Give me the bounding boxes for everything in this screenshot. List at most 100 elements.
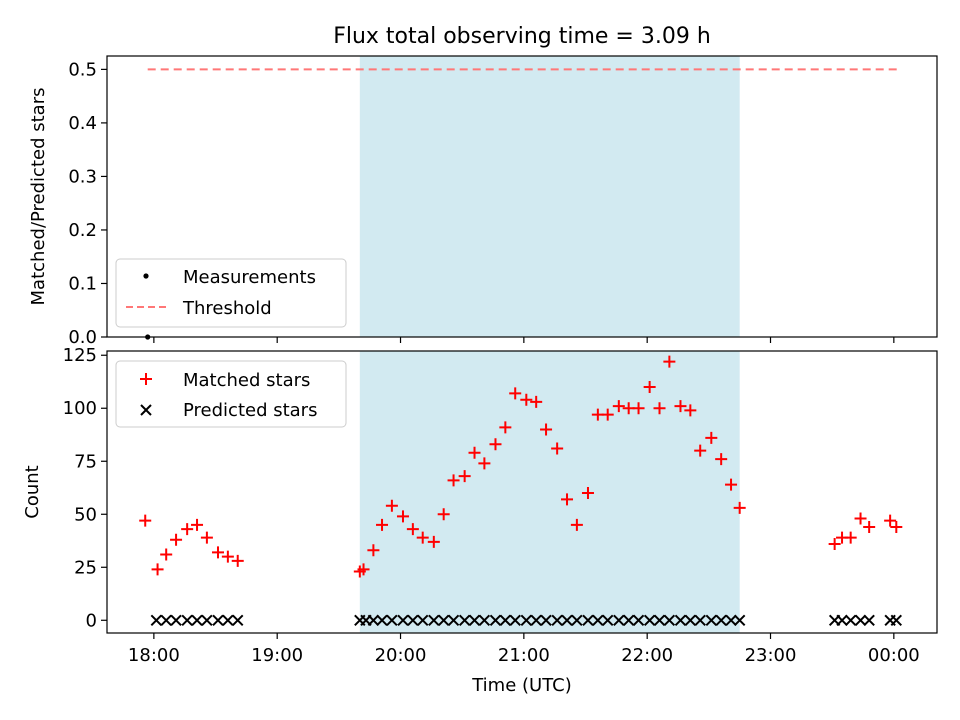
y-tick-label: 0.0 [68,327,97,348]
predicted-star-point [397,614,409,626]
predicted-star-point [694,614,706,626]
ratio-y-axis-label: Matched/Predicted stars [28,88,49,306]
predicted-star-point [212,614,224,626]
matched-star-point [221,550,234,563]
matched-star-point [160,548,173,561]
matched-star-point [561,493,574,506]
matched-star-point [715,453,728,466]
x-tick-label: 23:00 [745,645,797,666]
matched-star-point [884,514,897,527]
predicted-star-point [509,614,521,626]
matched-star-point [170,533,183,546]
predicted-star-point [725,614,737,626]
matched-star-point [530,395,543,408]
ratio-panel: 0.0 0.1 0.2 0.3 0.4 0.5 Matched/Predicted sta… [28,55,938,348]
predicted-star-point [181,614,193,626]
matched-star-point [828,537,841,550]
predicted-star-point [447,614,460,626]
matched-star-point [632,402,645,415]
matched-star-point [733,501,746,514]
x-tick-label: 20:00 [375,645,427,666]
predicted-star-point [582,614,594,626]
predicted-star-point [428,614,440,626]
matched-star-point [890,520,903,533]
y-tick-label: 75 [74,451,97,472]
count-x-axis: 18:00 19:00 20:00 21:00 22:00 23:00 00:00 [128,633,920,666]
predicted-star-point [602,614,614,626]
count-y-axis: 0 25 50 75 100 125 [63,345,107,631]
matched-star-point [489,438,502,451]
legend-matched-label: Matched stars [183,370,310,391]
matched-star-point [705,431,718,444]
matched-star-point [396,510,409,523]
x-tick-label: 18:00 [128,645,180,666]
predicted-star-point [705,614,718,626]
legend-predicted-label: Predicted stars [183,400,317,421]
predicted-star-point [468,614,481,626]
y-tick-label: 25 [74,557,97,578]
y-tick-label: 0 [86,610,97,631]
matched-star-point [458,470,471,483]
x-tick-label: 21:00 [498,645,550,666]
predicted-star-point [417,614,429,626]
matched-star-point [478,457,491,470]
matched-star-point [181,523,194,536]
predicted-star-point [201,614,213,626]
y-tick-label: 125 [63,345,97,366]
count-axes-frame [106,350,938,634]
predicted-star-point [674,614,687,626]
y-tick-label: 100 [63,398,97,419]
predicted-star-point [684,614,697,626]
y-tick-label: 0.4 [68,113,97,134]
matched-star-point [570,518,583,531]
matched-star-point [854,512,867,525]
chart-title: Flux total observing time = 3.09 h [333,24,711,49]
matched-star-point [725,478,738,491]
y-tick-label: 0.3 [68,166,97,187]
predicted-star-point [407,614,419,626]
count-plot-area [139,355,903,626]
matched-star-point [684,404,697,417]
matched-star-point [499,421,512,434]
predicted-star-point [222,614,234,626]
matched-star-point [385,499,398,512]
predicted-star-point [571,614,583,626]
predicted-star-point [551,614,563,626]
predicted-star-point [561,614,573,626]
matched-star-point [139,514,152,527]
predicted-star-point [489,614,502,626]
predicted-star-point [592,614,604,626]
legend-predicted-x-icon [140,404,152,416]
matched-star-point [581,487,594,500]
predicted-star-point [613,614,625,626]
matched-star-point [376,518,389,531]
predicted-star-point [386,614,398,626]
predicted-star-point [622,614,635,626]
count-panel: 0 25 50 75 100 125 18:00 19:00 20:00 21:00 22:00 2… [22,345,938,696]
matched-star-point [863,520,876,533]
matched-star-point [231,554,244,567]
predicted-star-point [733,614,746,626]
count-legend-box [115,360,347,428]
ratio-axes-frame [106,55,938,338]
count-legend: Matched stars Predicted stars [115,360,347,428]
matched-star-point [367,544,380,557]
ratio-legend: Measurements Threshold [115,258,347,328]
matched-star-point [601,408,614,421]
matched-star-point [416,531,429,544]
matched-star-point [509,387,522,400]
predicted-star-point [437,614,450,626]
y-tick-label: 50 [74,504,97,525]
ratio-x-ticks [153,337,895,343]
predicted-star-point [632,614,645,626]
predicted-star-point [499,614,512,626]
matched-star-point [211,546,224,559]
matched-star-point [551,442,564,455]
matched-star-point [653,402,666,415]
predicted-star-point [890,614,903,626]
matched-star-point [437,508,450,521]
y-tick-label: 0.1 [68,273,97,294]
predicted-star-point [170,614,182,626]
ratio-legend-box [115,258,347,328]
matched-star-point [447,474,460,487]
